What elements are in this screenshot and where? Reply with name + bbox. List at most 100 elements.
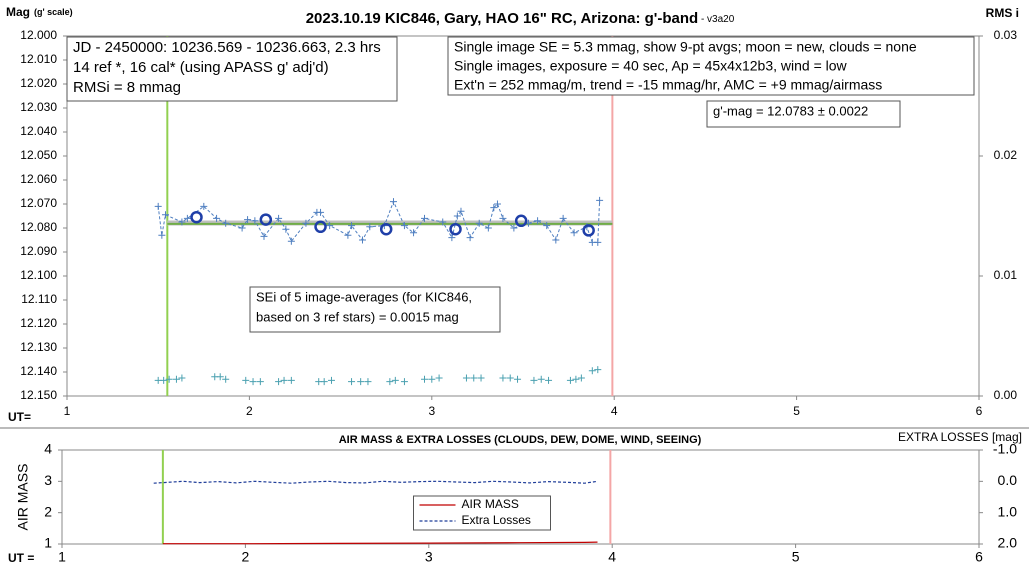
- plus-marker: [475, 219, 483, 227]
- plus-marker: [470, 374, 478, 382]
- plus-marker: [200, 202, 208, 210]
- y-tick-label: 3: [44, 472, 52, 488]
- y2-axis-label: RMS i: [986, 6, 1019, 20]
- y-tick-label: 12.050: [20, 148, 57, 162]
- plus-marker: [594, 238, 602, 246]
- y-tick-label: 12.140: [20, 364, 57, 378]
- y-tick-label: 12.020: [20, 76, 57, 90]
- plus-marker: [421, 214, 429, 222]
- x-tick-label: 6: [976, 404, 983, 418]
- plus-marker: [435, 374, 443, 382]
- plus-marker: [493, 200, 501, 208]
- series-line: [153, 480, 598, 484]
- plus-marker: [506, 374, 514, 382]
- plus-marker: [400, 222, 408, 230]
- legend-label: AIR MASS: [462, 497, 519, 511]
- plus-marker: [154, 202, 162, 210]
- plus-marker: [161, 211, 169, 219]
- plus-marker: [320, 378, 328, 386]
- y2-tick-label: 1.0: [998, 503, 1018, 519]
- plus-marker: [222, 375, 230, 383]
- x-tick-label: 4: [611, 404, 618, 418]
- annotation-box: [66, 36, 398, 102]
- plus-marker: [588, 367, 596, 375]
- y-axis-label: AIR MASS: [15, 464, 31, 531]
- y-tick-label: 1: [44, 535, 52, 551]
- y2-tick-label: 2.0: [998, 535, 1018, 551]
- y-tick-label: 12.010: [20, 52, 57, 66]
- plus-marker: [466, 234, 474, 242]
- plus-marker: [477, 374, 485, 382]
- plus-marker: [348, 378, 356, 386]
- y-tick-label: 2: [44, 503, 52, 519]
- average-marker: [259, 213, 273, 226]
- y-tick-label: 12.000: [20, 28, 57, 42]
- annotation-text: JD - 2450000: 10236.569 - 10236.663, 2.3…: [73, 39, 381, 56]
- x-tick-label: 1: [64, 404, 71, 418]
- y-tick-label: 12.040: [20, 124, 57, 138]
- x-tick-label: 5: [793, 404, 800, 418]
- y-tick-label: 12.060: [20, 172, 57, 186]
- plus-marker: [552, 236, 560, 244]
- plus-marker: [543, 222, 551, 230]
- plus-marker: [183, 214, 191, 222]
- plus-marker: [244, 216, 252, 224]
- annotation-text: g'-mag = 12.0783 ± 0.0022: [713, 103, 868, 118]
- annotation-text: SEi of 5 image-averages (for KIC846,: [256, 289, 472, 304]
- y2-tick-label: 0.00: [994, 388, 1018, 402]
- x-tick-label: 2: [242, 549, 250, 565]
- plus-marker: [260, 232, 268, 240]
- average-marker: [449, 222, 462, 236]
- y-tick-label: 4: [44, 441, 52, 457]
- x-tick-label: 3: [425, 549, 433, 565]
- annotation-text: RMSi = 8 mmag: [73, 79, 181, 96]
- annotation-text: 14 ref *, 16 cal* (using APASS g' adj'd): [73, 59, 329, 76]
- y-tick-label: 12.120: [20, 316, 57, 330]
- x-tick-label: 2: [246, 404, 253, 418]
- series-line: [162, 541, 598, 545]
- plus-marker: [400, 378, 408, 386]
- y-label-text: Mag: [6, 5, 30, 19]
- y-tick-label: 12.110: [21, 292, 57, 306]
- y-tick-label: 12.030: [20, 100, 57, 114]
- average-marker: [314, 220, 327, 234]
- plus-marker: [358, 236, 366, 244]
- plus-marker: [178, 374, 186, 382]
- plus-marker: [572, 375, 580, 383]
- plus-marker: [391, 376, 399, 384]
- plot-area: [61, 449, 980, 545]
- plus-marker: [499, 374, 507, 382]
- plus-marker: [172, 375, 180, 383]
- y-tick-label: 12.130: [20, 340, 57, 354]
- y2-tick-label: 0.01: [994, 268, 1018, 282]
- chart-title: AIR MASS & EXTRA LOSSES (CLOUDS, DEW, DO…: [339, 434, 702, 446]
- plus-marker: [386, 378, 394, 386]
- plus-marker: [389, 198, 397, 206]
- average-marker: [582, 224, 595, 237]
- plus-marker: [160, 376, 168, 384]
- plot-area: [66, 35, 980, 397]
- y-tick-label: 12.090: [20, 244, 57, 258]
- plus-marker: [594, 366, 602, 374]
- plus-marker: [287, 376, 295, 384]
- annotation-text: Single image SE = 5.3 mmag, show 9-pt av…: [454, 39, 917, 55]
- y2-tick-label: 0.03: [994, 28, 1018, 42]
- plus-marker: [421, 375, 429, 383]
- plus-marker: [462, 374, 470, 382]
- plus-marker: [317, 208, 325, 216]
- plus-marker: [448, 234, 456, 242]
- title-note: - v3a20: [698, 14, 735, 25]
- x-axis-label: UT=: [8, 410, 31, 424]
- plus-marker: [275, 214, 283, 222]
- plus-marker: [499, 214, 507, 222]
- plus-marker: [242, 376, 250, 384]
- plus-marker: [366, 223, 374, 231]
- y-label-note: (g' scale): [34, 7, 73, 17]
- plus-marker: [178, 218, 186, 226]
- y2-tick-label: 0.02: [994, 148, 1018, 162]
- plus-marker: [326, 222, 334, 230]
- y-axis-label: Mag (g' scale): [6, 5, 73, 19]
- plus-marker: [348, 222, 356, 230]
- y-tick-label: 12.100: [20, 268, 57, 282]
